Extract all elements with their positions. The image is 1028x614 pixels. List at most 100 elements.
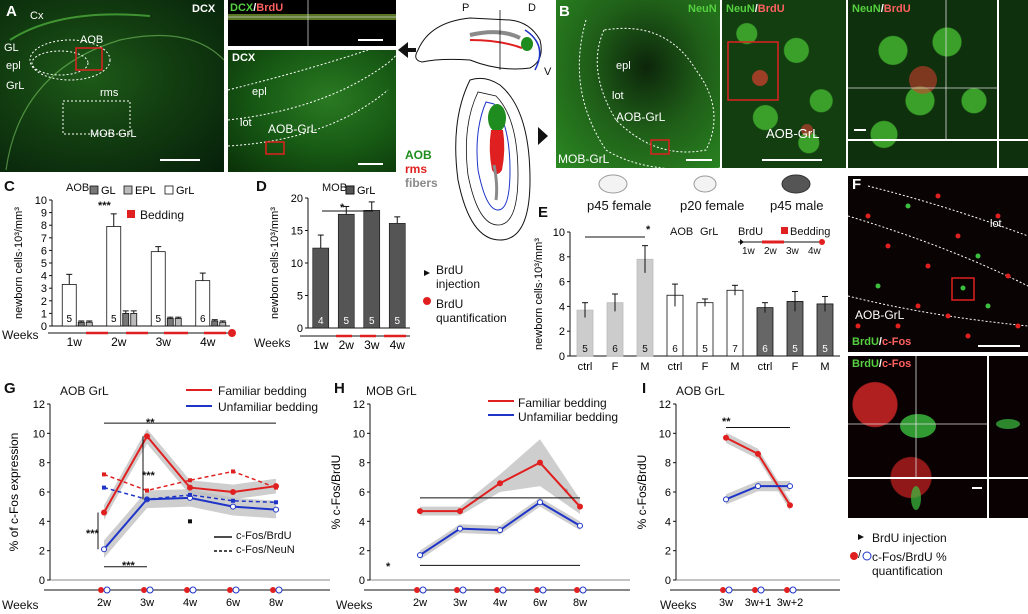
panel-g-sig-mid: *** — [142, 470, 155, 482]
panel-b-ortho-image — [848, 0, 1028, 168]
label-b-aob-grl: AOB-GrL — [616, 110, 666, 124]
G-point — [144, 433, 150, 440]
C-n-label: 6 — [200, 314, 206, 325]
panel-c-weeks: Weeks — [2, 328, 39, 342]
D-n-label: 5 — [343, 316, 349, 327]
panel-i-sig: ** — [722, 416, 731, 428]
bottom-legend-quant: c-Fos/BrdU % quantification — [872, 550, 1012, 578]
panel-e-region-b: GrL — [700, 226, 719, 238]
panel-i-weeks: Weeks — [660, 598, 697, 612]
timeline-2w: 2w — [764, 246, 777, 257]
D-y-tick-label: 5 — [297, 291, 303, 303]
E-n-label: 6 — [672, 344, 678, 355]
D-y-tick-label: 10 — [291, 258, 303, 270]
E-n-label: 5 — [792, 344, 798, 355]
panel-b-main-image — [556, 0, 720, 168]
label-f-lot: lot — [990, 218, 1002, 230]
orient-p: P — [462, 2, 470, 14]
panel-g-legend-cfos-brdu: c-Fos/BrdU — [236, 530, 292, 542]
panel-c-letter: C — [4, 178, 15, 195]
marker-sep: / — [880, 3, 884, 15]
I-quant-dot — [784, 587, 790, 593]
G-point — [231, 469, 235, 474]
G-point — [274, 500, 278, 505]
panel-c-legend-title: AOB — [66, 182, 90, 194]
panel-b-letter: B — [559, 3, 570, 20]
C-y-tick-label: 0 — [41, 321, 47, 333]
G-quant-dot — [227, 587, 233, 593]
I-y-tick-label: 6 — [665, 487, 671, 499]
C-y-tick-label: 3 — [41, 283, 47, 295]
H-point — [417, 508, 423, 515]
G-point — [188, 492, 192, 497]
C-legend-label: GrL — [176, 185, 194, 197]
D-bar — [363, 210, 381, 329]
panel-a-marker: DCX — [192, 3, 216, 15]
G-point — [101, 509, 107, 516]
G-x-tick-label: 6w — [226, 597, 240, 609]
G-y-tick-label: 12 — [33, 399, 45, 411]
D-n-label: 5 — [369, 316, 375, 327]
E-y-tick-label: 6 — [559, 277, 565, 289]
D-legend-swatch — [345, 185, 355, 195]
label-b-lot: lot — [612, 90, 624, 102]
C-bar — [130, 312, 138, 327]
G-y-tick-label: 4 — [39, 516, 45, 528]
C-x-tick-label: 2w — [111, 335, 127, 349]
panel-g-weeks: Weeks — [2, 598, 39, 612]
H-quant-dot — [574, 587, 580, 593]
E-x-tick-label: F — [612, 361, 619, 373]
label-mob-grl: MOB GrL — [90, 128, 137, 140]
cell-dot — [995, 213, 1001, 219]
H-point — [577, 503, 583, 510]
I-point — [755, 450, 761, 457]
H-point — [497, 527, 503, 534]
H-y-tick-label: 6 — [359, 487, 365, 499]
I-point — [755, 483, 761, 490]
H-quant-open-dot — [499, 586, 507, 594]
cell-dot — [960, 285, 966, 291]
H-quant-dot — [534, 587, 540, 593]
E-n-label: 5 — [702, 344, 708, 355]
panel-f-letter: F — [852, 176, 862, 193]
H-quant-dot — [454, 587, 460, 593]
legend-fibers: fibers — [405, 176, 438, 190]
cell-dot — [925, 263, 931, 269]
marker-cfos: c-Fos — [881, 336, 912, 348]
E-x-tick-label: M — [730, 361, 739, 373]
H-y-tick-label: 2 — [359, 546, 365, 558]
H-x-tick-label: 3w — [453, 597, 467, 609]
group-p45-male: p45 male — [770, 198, 824, 213]
C-n-label: 5 — [155, 314, 161, 325]
C-y-label: newborn cells·10³/mm³ — [13, 207, 25, 319]
panel-g-legend-cfos-neun: c-Fos/NeuN — [236, 544, 295, 556]
H-y-tick-label: 12 — [353, 399, 365, 411]
H-point — [577, 522, 583, 529]
G-x-tick-label: 2w — [97, 597, 111, 609]
panel-d-letter: D — [256, 178, 267, 195]
G-y-tick-label: 10 — [33, 428, 45, 440]
panel-a-inset-bottom — [228, 50, 396, 172]
G-quant-dot — [184, 587, 190, 593]
G-y-tick-label: 6 — [39, 487, 45, 499]
panel-f-top-image — [848, 176, 1028, 352]
label-rms: rms — [100, 87, 119, 99]
G-point — [230, 503, 236, 510]
D-x-tick-label: 3w — [364, 338, 380, 352]
G-sem-band — [104, 428, 276, 520]
G-point — [187, 484, 193, 491]
H-y-tick-label: 8 — [359, 458, 365, 470]
cell-dot — [895, 323, 901, 329]
panel-g-letter: G — [4, 380, 16, 397]
H-quant-dot — [494, 587, 500, 593]
H-x-tick-label: 4w — [493, 597, 507, 609]
D-y-tick-label: 20 — [291, 193, 303, 205]
marker-brdu: BrdU — [852, 336, 879, 348]
I-point — [723, 496, 729, 503]
G-quant-dot — [270, 587, 276, 593]
I-y-tick-label: 4 — [665, 516, 671, 528]
I-y-tick-label: 2 — [665, 546, 671, 558]
I-point — [723, 434, 729, 441]
G-y-tick-label: 0 — [39, 575, 45, 587]
E-bar — [636, 258, 654, 357]
